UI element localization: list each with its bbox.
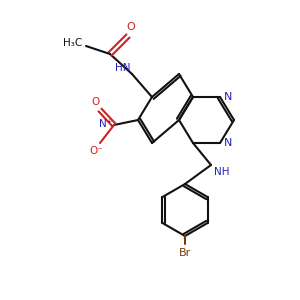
Text: O: O (92, 97, 100, 107)
Text: O⁻: O⁻ (89, 146, 103, 156)
Text: H₃C: H₃C (63, 38, 82, 48)
Text: HN: HN (116, 63, 131, 73)
Text: N: N (224, 92, 232, 102)
Text: O: O (127, 22, 135, 32)
Text: N⁺: N⁺ (99, 119, 112, 129)
Text: NH: NH (214, 167, 230, 177)
Text: N: N (224, 138, 232, 148)
Text: Br: Br (179, 248, 191, 258)
